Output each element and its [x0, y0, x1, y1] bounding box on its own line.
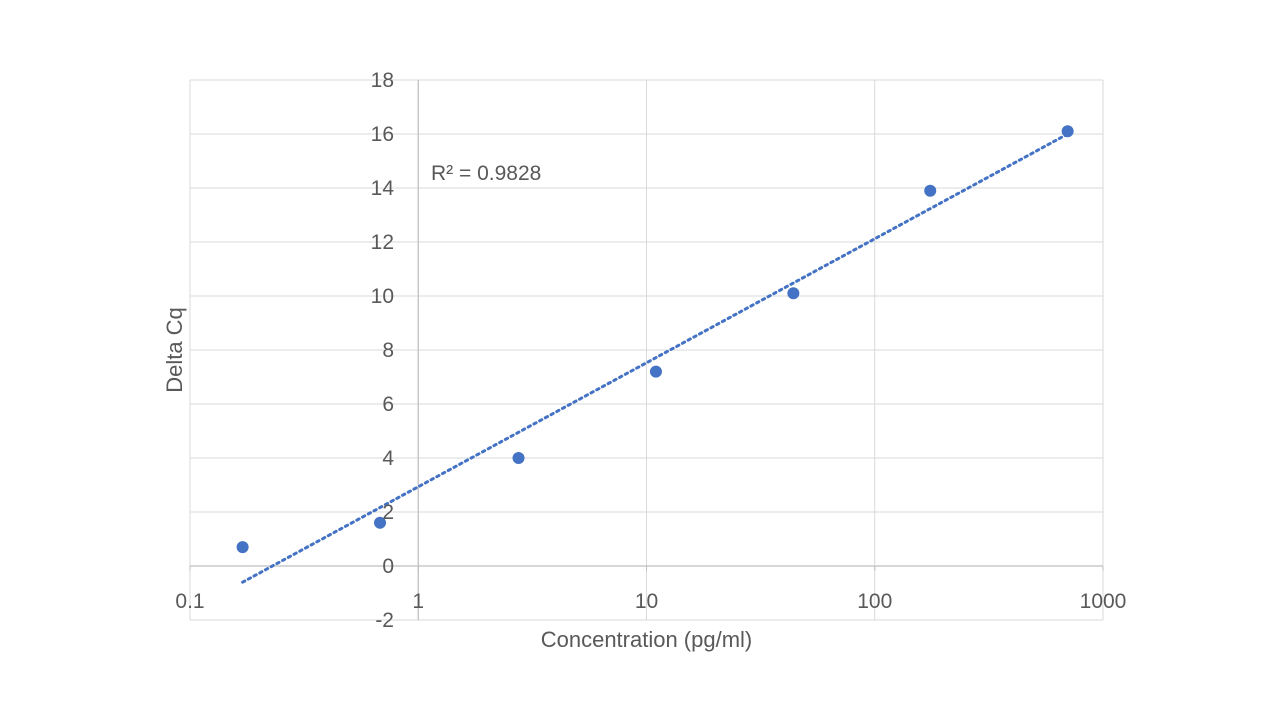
y-tick-label: 6 [382, 393, 394, 416]
tick-labels: -2 0 2 4 6 8 10 12 14 16 18 0.1 1 10 100 1000 [175, 69, 1126, 632]
trendline-group [241, 132, 1070, 584]
data-points [236, 125, 1074, 554]
data-point [1061, 125, 1074, 138]
y-tick-label: 18 [371, 69, 394, 92]
y-tick-label: 4 [382, 447, 394, 470]
y-tick-label: -2 [375, 609, 394, 632]
gridlines [189, 79, 1104, 621]
x-tick-label: 1 [412, 590, 424, 613]
y-tick-label: 14 [371, 177, 395, 200]
data-point [924, 184, 937, 197]
y-tick-label: 2 [382, 501, 394, 524]
data-point [236, 541, 249, 554]
r-squared-annotation: R² = 0.9828 [431, 162, 541, 185]
y-axis-title: Delta Cq [162, 307, 187, 393]
x-tick-label: 10 [635, 590, 658, 613]
y-tick-label: 8 [382, 339, 394, 362]
y-tick-label: 10 [371, 285, 394, 308]
trendline [241, 132, 1070, 584]
data-point [649, 365, 662, 378]
y-tick-label: 12 [371, 231, 394, 254]
y-tick-label: 0 [382, 555, 394, 578]
data-point [787, 287, 800, 300]
x-tick-label: 100 [857, 590, 892, 613]
y-tick-label: 16 [371, 123, 394, 146]
axes [189, 80, 1104, 620]
x-axis-title: Concentration (pg/ml) [541, 627, 753, 652]
x-tick-label: 1000 [1080, 590, 1127, 613]
data-point [374, 516, 387, 529]
x-tick-label: 0.1 [175, 590, 204, 613]
data-point [512, 452, 525, 464]
